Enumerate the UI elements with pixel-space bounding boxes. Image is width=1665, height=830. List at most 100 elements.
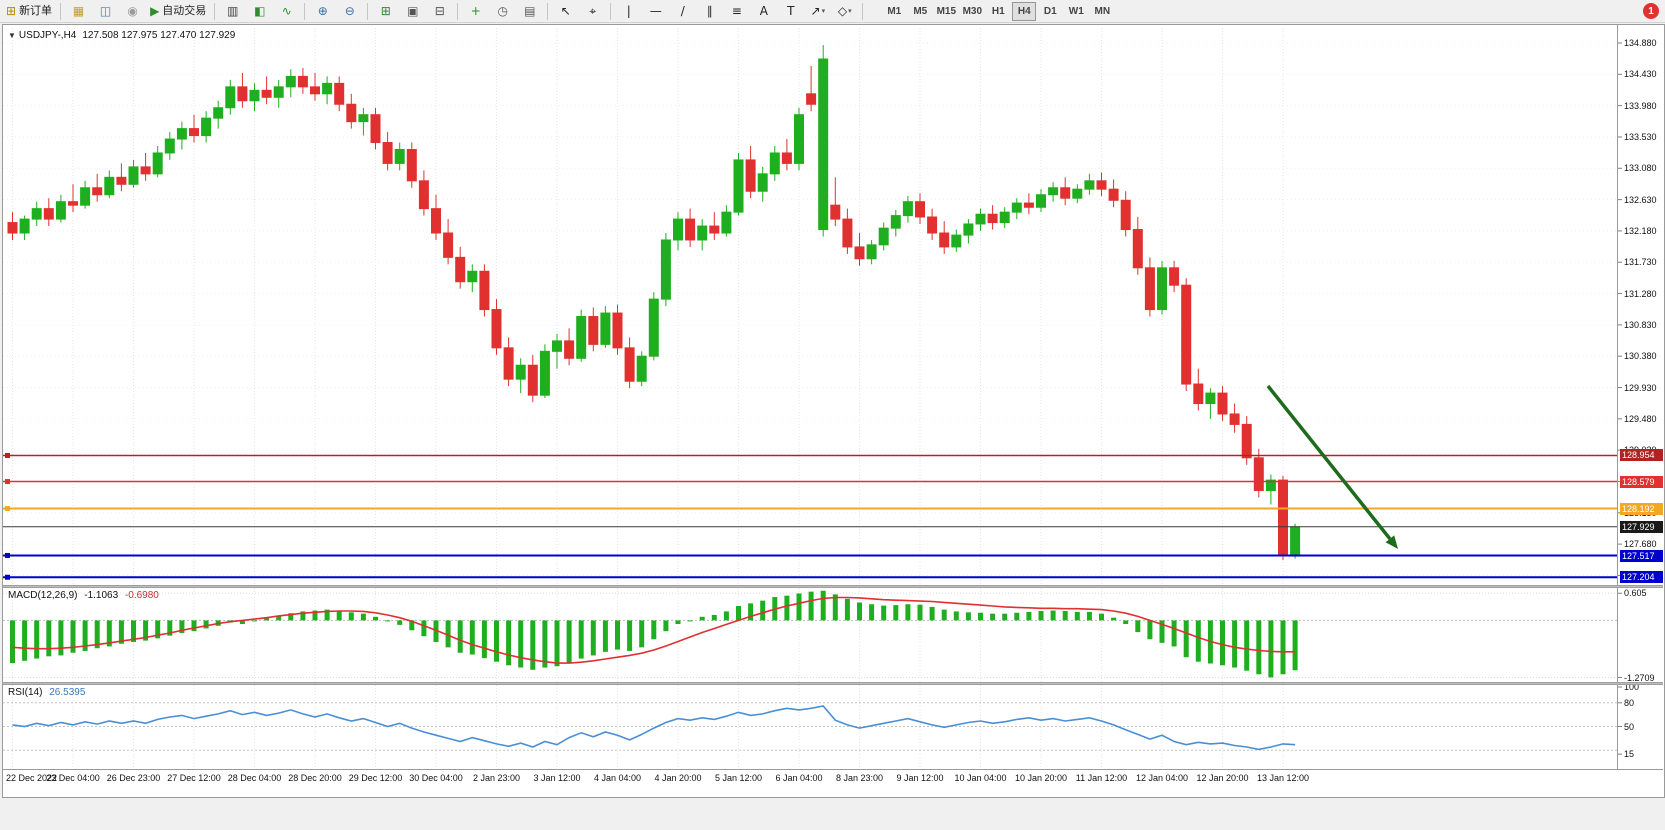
time-axis-label: 26 Dec 23:00	[106, 773, 161, 783]
rsi-splitter[interactable]	[3, 682, 1663, 685]
macd-histogram-bar	[397, 620, 403, 625]
candle-body	[915, 201, 925, 218]
candle-body	[176, 128, 187, 140]
trend-arrow-head-icon	[1385, 535, 1398, 549]
macd-splitter[interactable]	[3, 585, 1663, 588]
timeframe-m15-button[interactable]: M15	[936, 5, 957, 17]
macd-histogram-bar	[143, 620, 149, 641]
vertical-line-button[interactable]: |	[616, 1, 641, 22]
time-axis-label: 9 Jan 12:00	[896, 773, 944, 783]
shapes-button[interactable]: ◇ ▾	[832, 1, 857, 22]
fibonacci-button[interactable]: ≡	[724, 1, 749, 22]
text-label-button[interactable]: T	[778, 1, 803, 22]
price-tick-label: 129.480	[1624, 413, 1657, 424]
macd-histogram-bar	[844, 598, 850, 621]
line-chart-button[interactable]: ∿	[274, 1, 299, 22]
timeframe-d1-button[interactable]: D1	[1043, 5, 1057, 17]
candle-body	[769, 152, 780, 175]
line-handle-icon[interactable]	[5, 574, 10, 580]
text-button[interactable]: A	[751, 1, 776, 22]
candlestick-chart-button[interactable]: ◧	[247, 1, 272, 22]
ohlc-values: 127.508 127.975 127.470 127.929	[82, 30, 236, 41]
line-handle-icon[interactable]	[5, 479, 10, 485]
candle-body	[491, 309, 502, 349]
dropdown-caret-icon: ▾	[848, 6, 852, 15]
macd-histogram-bar	[736, 606, 741, 621]
timeframe-m1-button[interactable]: M1	[887, 5, 902, 17]
toolbar-separator	[304, 2, 306, 20]
candle-body	[1120, 199, 1131, 231]
horizontal-line-button[interactable]: —	[643, 1, 668, 22]
navigator-button[interactable]: ◉	[120, 1, 145, 22]
macd-histogram-bar	[1232, 620, 1238, 668]
timeframe-m30-button[interactable]: M30	[962, 5, 983, 17]
macd-histogram-bar	[857, 602, 862, 621]
notification-badge[interactable]: 1	[1643, 3, 1659, 19]
macd-histogram-bar	[191, 620, 197, 632]
macd-label: MACD(12,26,9) -1.1063 -0.6980	[8, 590, 159, 601]
zoom-in-button[interactable]: ⊕	[310, 1, 335, 22]
indicators-button[interactable]: +	[463, 1, 488, 22]
zoom-out-button[interactable]: ⊖	[337, 1, 362, 22]
text-label-icon: T	[787, 4, 795, 18]
trendline-button[interactable]: /	[670, 1, 695, 22]
tile-windows-button[interactable]: ⊞	[373, 1, 398, 22]
candle-body	[527, 364, 538, 396]
arrows-button[interactable]: ↗ ▾	[805, 1, 830, 22]
candle-body	[189, 128, 199, 137]
macd-histogram-bar	[687, 620, 693, 622]
templates-icon: ▤	[524, 4, 536, 18]
new-order-button[interactable]: ⊞ 新订单	[3, 1, 55, 22]
toolbar-separator	[547, 2, 549, 20]
candle-body	[443, 232, 454, 258]
candle-body	[721, 211, 732, 234]
auto-trading-button[interactable]: ▶ 自动交易	[147, 1, 209, 22]
candle-body	[830, 204, 841, 220]
periods-button[interactable]: ◷	[490, 1, 515, 22]
candle-body	[213, 107, 224, 119]
candle-body	[225, 86, 236, 109]
macd-histogram-bar	[796, 593, 802, 621]
macd-histogram-bar	[445, 620, 451, 648]
macd-histogram-bar	[433, 620, 439, 642]
candle-body	[999, 211, 1010, 224]
candle-body	[31, 208, 42, 220]
macd-histogram-bar	[965, 612, 971, 621]
timeframe-mn-button[interactable]: MN	[1094, 5, 1111, 17]
macd-histogram-bar	[1183, 620, 1189, 658]
profiles-button[interactable]: ▦	[66, 1, 91, 22]
candle-body	[552, 340, 562, 352]
candle-body	[878, 227, 889, 246]
market-watch-button[interactable]: ◫	[93, 1, 118, 22]
candle-body	[588, 316, 599, 345]
line-handle-icon[interactable]	[5, 552, 10, 558]
time-axis-label: 12 Jan 04:00	[1135, 773, 1189, 783]
timeframe-h1-button[interactable]: H1	[991, 5, 1005, 17]
candle-body	[866, 244, 877, 260]
line-handle-icon[interactable]	[5, 452, 10, 458]
oneclick-toggle-icon[interactable]: ▼	[8, 31, 16, 40]
new-order-icon: ⊞	[6, 4, 17, 18]
equidistant-channel-button[interactable]: ∥	[697, 1, 722, 22]
templates-button[interactable]: ▤	[517, 1, 542, 22]
timeframe-w1-button[interactable]: W1	[1068, 5, 1084, 17]
candle-body	[358, 114, 369, 123]
candle-body	[431, 208, 441, 234]
bar-chart-button[interactable]: ▥	[220, 1, 245, 22]
crosshair-button[interactable]: ⌖	[580, 1, 605, 22]
line-handle-icon[interactable]	[5, 505, 10, 511]
price-axis[interactable]	[1618, 25, 1663, 769]
timeframe-m5-button[interactable]: M5	[913, 5, 928, 17]
tile-horizontal-button[interactable]: ⊟	[427, 1, 452, 22]
candle-body	[660, 239, 671, 300]
candle-body	[539, 350, 550, 396]
timeframe-h4-button[interactable]: H4	[1012, 1, 1037, 21]
candle-body	[902, 201, 913, 217]
trend-arrow[interactable]	[1266, 384, 1392, 540]
cursor-button[interactable]: ↖	[553, 1, 578, 22]
macd-histogram-bar	[1220, 620, 1225, 666]
rsi-line	[12, 705, 1296, 751]
macd-histogram-bar	[1244, 620, 1250, 671]
price-line-badge-128.579: 128.579	[1620, 475, 1663, 488]
cascade-windows-button[interactable]: ▣	[400, 1, 425, 22]
